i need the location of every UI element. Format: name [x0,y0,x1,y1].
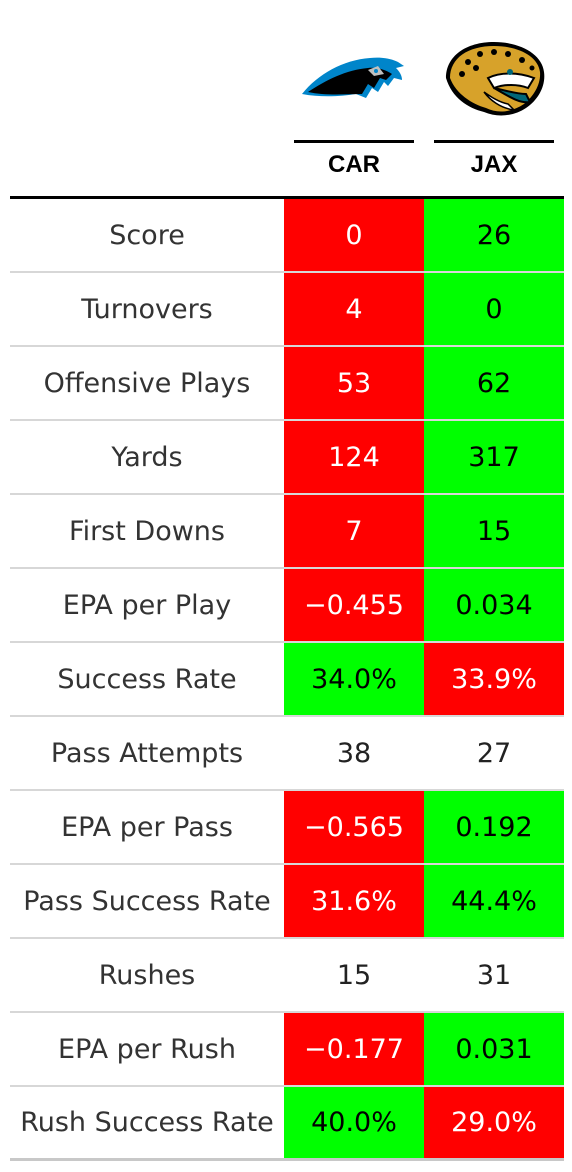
jaguars-logo-icon [446,42,545,116]
stat-value-jax: 317 [424,421,564,493]
stat-value-car: 7 [284,495,424,567]
table-row: Pass Success Rate 31.6% 44.4% [10,865,564,939]
stat-value-car: −0.455 [284,569,424,641]
panthers-logo-icon [302,57,404,98]
table-row: EPA per Rush −0.177 0.031 [10,1013,564,1087]
stat-label: Pass Attempts [50,737,244,769]
table-row: Rush Success Rate 40.0% 29.0% [10,1087,564,1161]
stat-value-car: −0.565 [284,791,424,863]
stat-value-car: 53 [284,347,424,419]
table-row: Yards 124 317 [10,421,564,495]
stat-value-jax: 27 [476,737,512,769]
stat-value-car: 15 [336,959,372,991]
stat-value-car: 40.0% [284,1087,424,1158]
stat-value-car: 38 [336,737,372,769]
stat-label: Rushes [98,959,196,991]
stat-label: Turnovers [81,293,213,325]
stat-label: EPA per Play [62,589,232,621]
stat-value-jax: 0.034 [424,569,564,641]
stat-value-jax: 62 [424,347,564,419]
stat-label: EPA per Pass [61,811,233,843]
stat-label: Offensive Plays [43,367,251,399]
stat-value-jax: 0.192 [424,791,564,863]
table-row: EPA per Pass −0.565 0.192 [10,791,564,865]
stats-table: Score 0 26 Turnovers 4 0 Offensive Plays 53 62 Ya… [10,199,564,1161]
team-header-jax: JAX [434,140,554,186]
table-row: Turnovers 4 0 [10,273,564,347]
stat-label: Score [109,219,185,251]
stat-value-car: 0 [284,199,424,271]
table-row: Score 0 26 [10,199,564,273]
stat-value-jax: 26 [424,199,564,271]
table-row: First Downs 7 15 [10,495,564,569]
team-header-car: CAR [294,140,414,186]
stat-value-car: 124 [284,421,424,493]
stat-value-jax: 44.4% [424,865,564,937]
stat-value-car: 31.6% [284,865,424,937]
stat-value-car: 4 [284,273,424,345]
stat-value-jax: 31 [476,959,512,991]
table-row: Rushes 15 31 [10,939,564,1013]
table-row: Offensive Plays 53 62 [10,347,564,421]
stat-label: Pass Success Rate [23,885,271,917]
header-divider [10,196,564,199]
table-row: EPA per Play −0.455 0.034 [10,569,564,643]
stat-value-jax: 29.0% [424,1087,564,1158]
table-row: Pass Attempts 38 27 [10,717,564,791]
stat-value-jax: 33.9% [424,643,564,715]
stat-label: Success Rate [57,663,237,695]
stat-value-car: 34.0% [284,643,424,715]
stat-label: Yards [111,441,183,473]
stat-label: Rush Success Rate [20,1107,274,1138]
stat-value-jax: 0 [424,273,564,345]
stat-label: EPA per Rush [58,1033,236,1065]
stat-value-jax: 0.031 [424,1013,564,1085]
stat-label: First Downs [69,515,225,547]
stat-value-car: −0.177 [284,1013,424,1085]
stat-value-jax: 15 [424,495,564,567]
table-row: Success Rate 34.0% 33.9% [10,643,564,717]
